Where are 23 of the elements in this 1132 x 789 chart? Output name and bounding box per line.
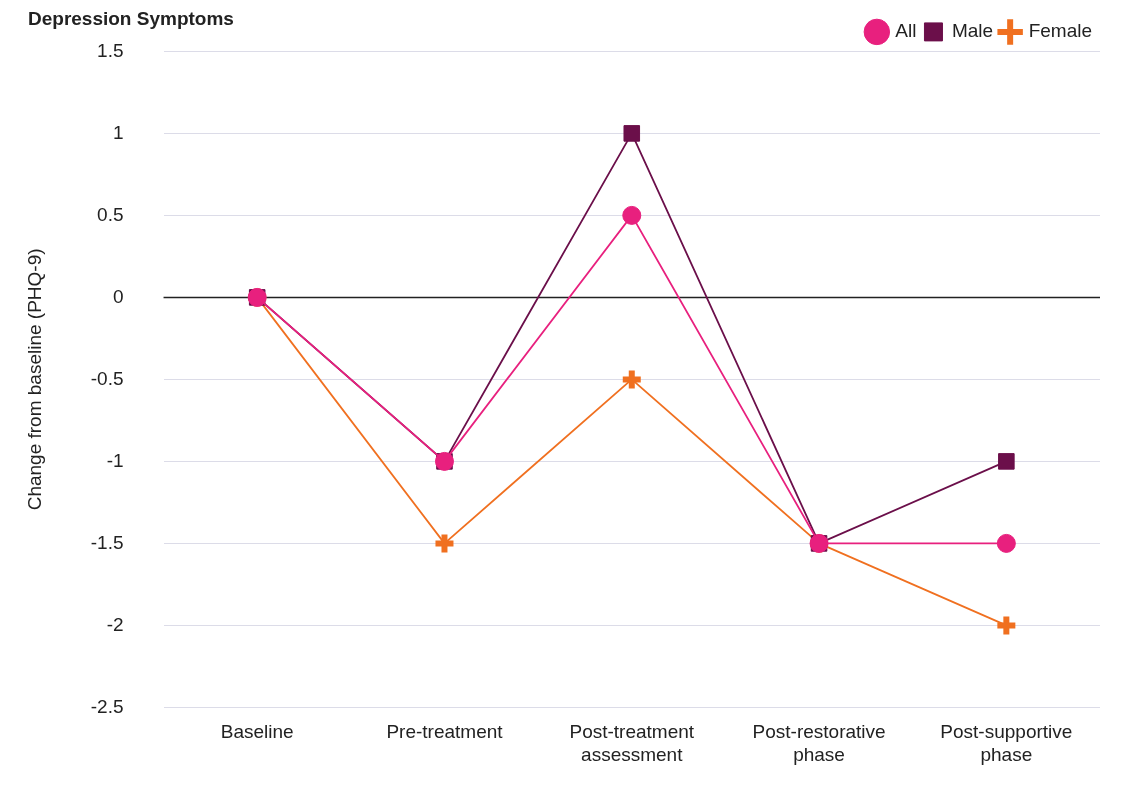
y-tick-label: 1: [112, 121, 124, 143]
x-tick-label: Post-supportive phase: [940, 721, 1073, 765]
y-tick-label: 0: [112, 285, 124, 307]
chart-title: Depression Symptoms: [28, 8, 234, 30]
y-tick-label: 1.5: [97, 39, 124, 61]
legend-label: All: [895, 20, 917, 42]
x-tick-label: Post-restorative phase: [752, 721, 886, 765]
legend-label: Female: [1028, 20, 1092, 42]
y-axis-title: Change from baseline (PHQ-9): [23, 248, 45, 511]
y-tick-label: -1.5: [90, 531, 124, 553]
y-tick-label: -0.5: [90, 367, 124, 389]
x-tick-label: Pre-treatment: [386, 721, 504, 743]
x-tick-label: Baseline: [220, 721, 294, 743]
point: [623, 125, 641, 142]
y-tick-label: 0.5: [97, 203, 124, 225]
point: [622, 205, 642, 225]
y-tick-label: -2.5: [90, 695, 124, 717]
x-tick-label: Post-treatment assessment: [569, 721, 695, 765]
y-tick-label: -2: [106, 613, 124, 635]
legend-label: Male: [951, 20, 994, 42]
point: [996, 533, 1016, 553]
y-tick-label: -1: [106, 449, 124, 471]
point: [998, 453, 1015, 470]
